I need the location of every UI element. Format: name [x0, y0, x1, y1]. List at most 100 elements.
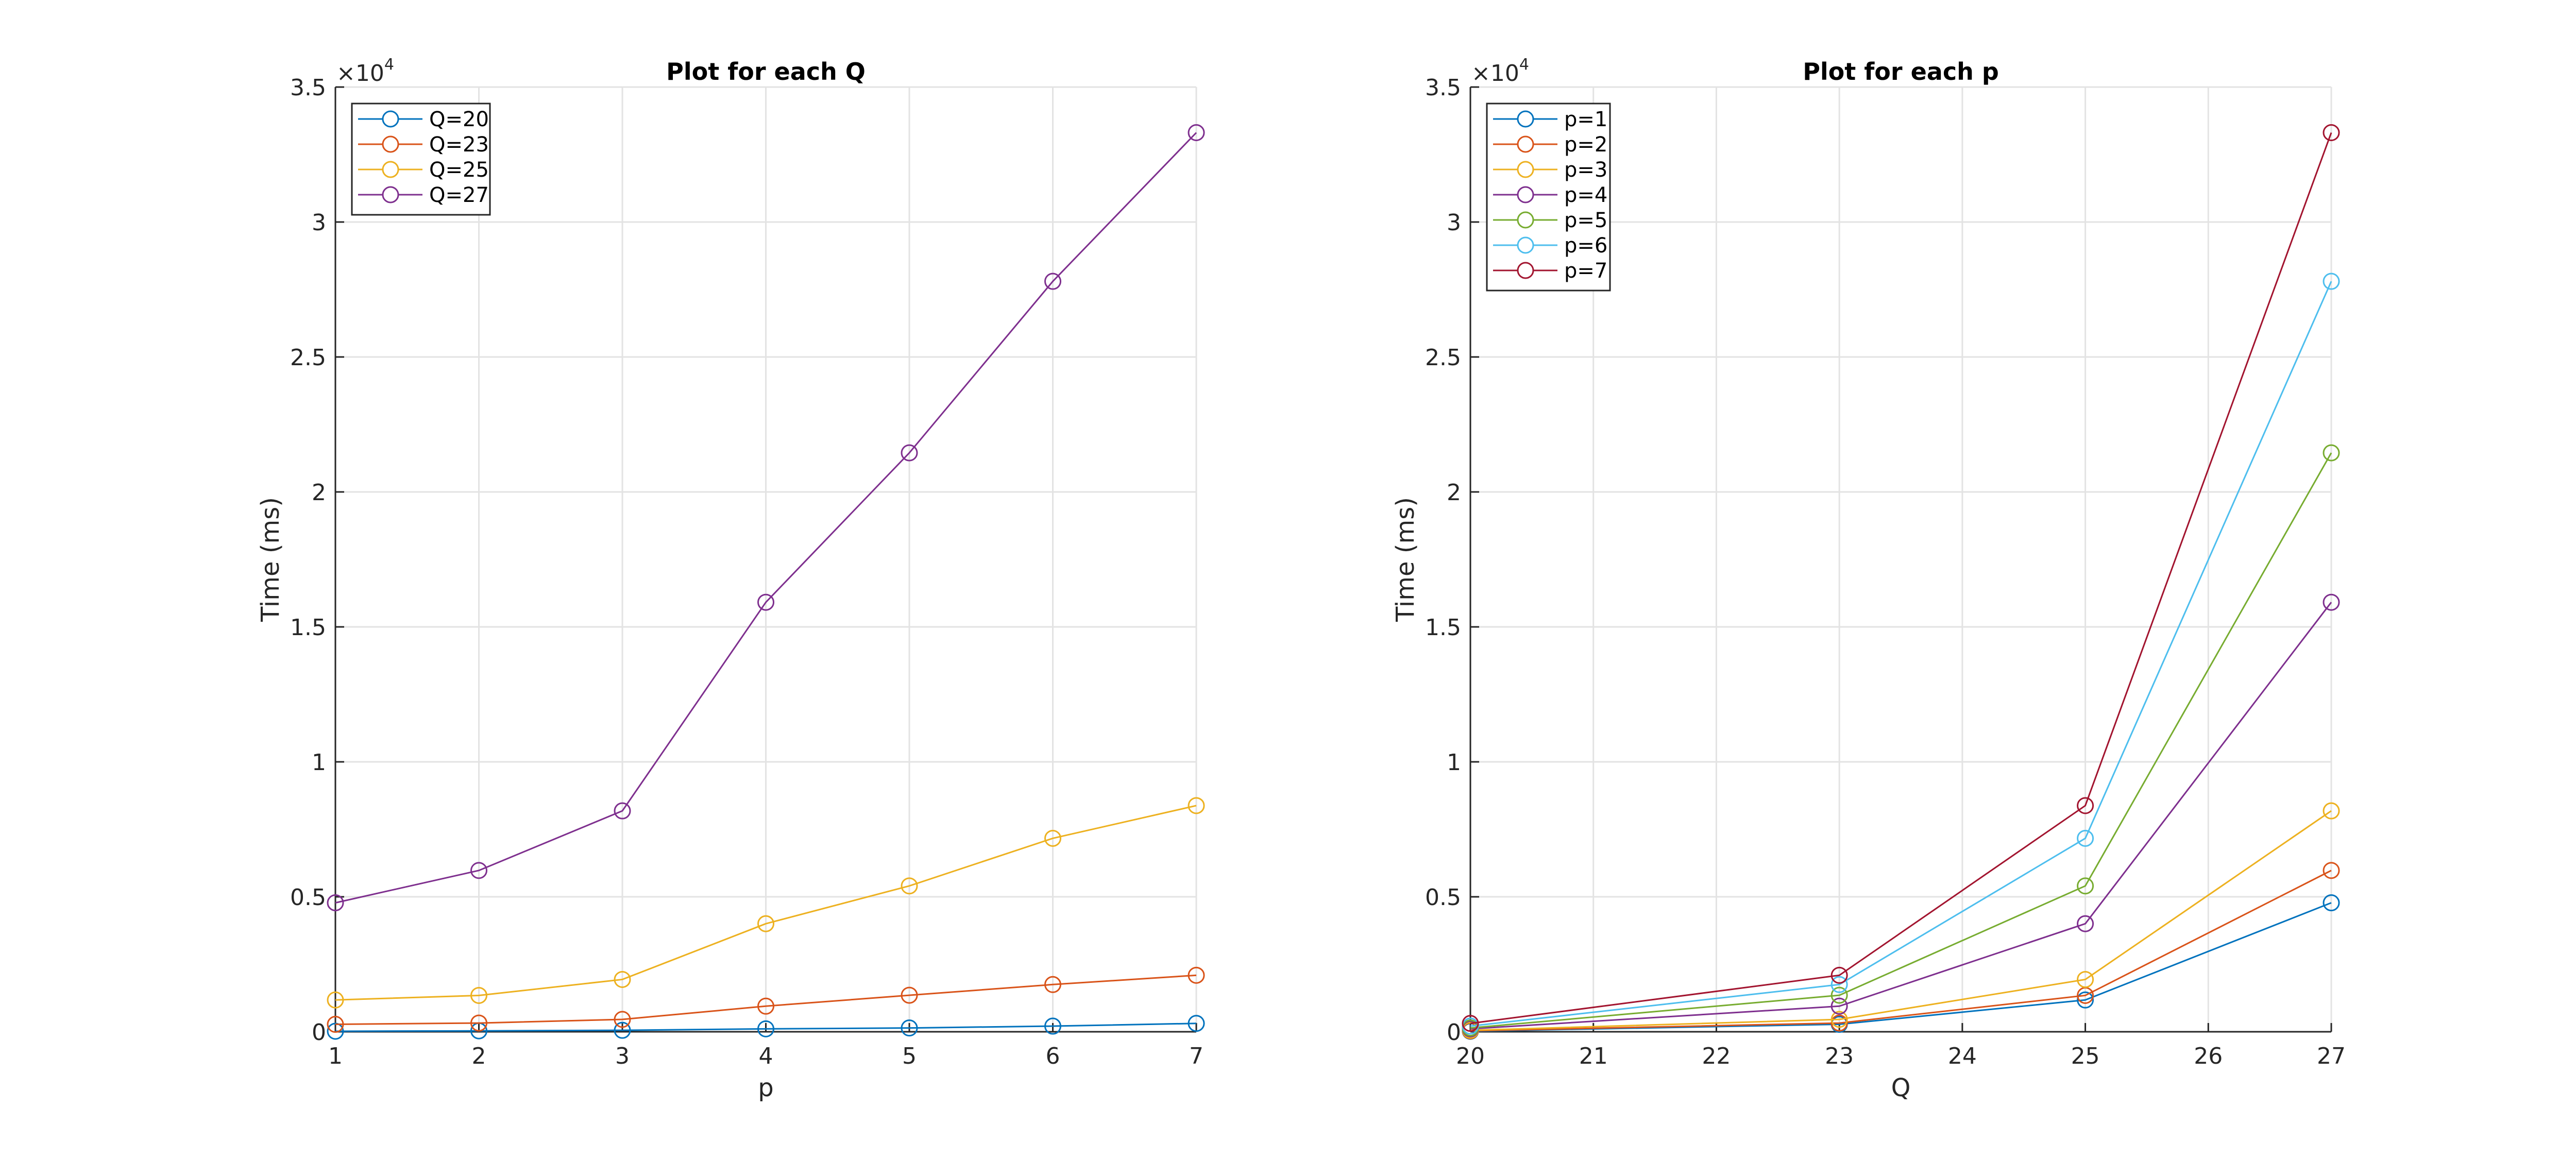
data-point: [1188, 124, 1205, 142]
legend-label: Q=23: [429, 133, 489, 157]
data-point: [901, 1019, 918, 1037]
data-point: [2323, 444, 2340, 462]
legend-item: Q=25: [358, 158, 489, 182]
plot-area: [1470, 87, 2331, 1032]
legend-item: p=7: [1493, 259, 1607, 283]
data-point: [2077, 970, 2094, 988]
legend: p=1p=2p=3p=4p=5p=6p=7: [1486, 103, 1611, 292]
data-point: [1831, 997, 1848, 1015]
y-tick-label: 3.5: [290, 75, 326, 101]
y-tick-label: 3: [312, 210, 326, 236]
chart-title: Plot for each Q: [666, 58, 866, 86]
data-point: [2323, 862, 2340, 879]
data-point: [757, 997, 774, 1015]
data-point: [614, 970, 631, 988]
x-tick-label: 20: [1456, 1043, 1485, 1069]
legend-item: Q=20: [358, 108, 489, 131]
x-tick-label: 5: [902, 1043, 917, 1069]
data-point: [2323, 124, 2340, 142]
legend-label: p=1: [1564, 108, 1607, 131]
data-point: [901, 444, 918, 462]
x-tick-label: 1: [328, 1043, 343, 1069]
y-tick-label: 2: [312, 480, 326, 506]
data-point: [2077, 915, 2094, 932]
data-point: [1831, 966, 1848, 984]
legend-item: p=6: [1493, 234, 1607, 258]
data-point: [470, 1014, 487, 1032]
data-point: [1044, 829, 1061, 847]
data-point: [2323, 272, 2340, 290]
y-tick-label: 0: [1447, 1019, 1461, 1046]
chart-title: Plot for each p: [1803, 58, 1999, 86]
y-tick-label: 2.5: [290, 345, 326, 371]
x-tick-label: 23: [1825, 1043, 1854, 1069]
series-p=5: [1462, 444, 2340, 1037]
data-point: [901, 877, 918, 895]
y-tick-label: 0.5: [1425, 884, 1461, 911]
y-tick-label: 2.5: [1425, 345, 1461, 371]
series-line: [1470, 132, 2332, 1025]
data-point: [614, 1021, 631, 1039]
data-point: [2323, 894, 2340, 912]
series-Q=27: [327, 124, 1205, 912]
y-tick-label: 1.5: [290, 615, 326, 641]
data-point: [470, 986, 487, 1004]
chart-1: 1 2 3 4 5 6 700.511.522.533.5×104 Plot for each…: [256, 56, 1205, 1102]
legend-item: p=3: [1493, 158, 1607, 182]
y-tick-label: 0: [312, 1019, 326, 1046]
data-point: [470, 862, 487, 879]
data-point: [2323, 593, 2340, 611]
y-tick-label: 1.5: [1425, 615, 1461, 641]
y-axis-label: Time (ms): [1391, 497, 1420, 622]
x-tick-label: 2: [472, 1043, 486, 1069]
legend-item: p=4: [1493, 183, 1607, 207]
data-point: [757, 1020, 774, 1037]
data-point: [2077, 797, 2094, 814]
y-tick-label: 1: [312, 749, 326, 776]
series-line: [1470, 902, 2332, 1032]
data-point: [1831, 976, 1848, 993]
data-point: [1462, 1015, 1479, 1032]
x-tick-label: 3: [615, 1043, 630, 1069]
y-axis-label: Time (ms): [256, 497, 285, 622]
legend-marker-icon: [1517, 186, 1534, 203]
x-tick-label: 26: [2194, 1043, 2223, 1069]
legend-marker-icon: [382, 161, 399, 178]
legend-item: Q=27: [358, 183, 489, 207]
series-line: [335, 132, 1197, 904]
legend-label: p=4: [1564, 183, 1607, 207]
data-point: [1044, 272, 1061, 290]
legend-item: p=2: [1493, 133, 1607, 157]
data-point: [1044, 1017, 1061, 1035]
x-axis-label: Q: [1891, 1073, 1911, 1102]
series-line: [335, 805, 1197, 1001]
x-tick-label: 4: [759, 1043, 773, 1069]
legend-item: p=5: [1493, 209, 1607, 232]
legend: Q=20Q=23Q=25Q=27: [351, 103, 491, 216]
x-tick-label: 21: [1579, 1043, 1608, 1069]
data-point: [1044, 976, 1061, 993]
legend-marker-icon: [382, 135, 399, 153]
x-tick-label: 27: [2317, 1043, 2346, 1069]
legend-marker-icon: [382, 110, 399, 128]
data-point: [2077, 877, 2094, 895]
x-tick-label: 25: [2071, 1043, 2100, 1069]
data-point: [1188, 966, 1205, 984]
data-point: [1831, 986, 1848, 1004]
data-point: [757, 593, 774, 611]
data-point: [2077, 991, 2094, 1009]
y-tick-label: 3: [1447, 210, 1461, 236]
series-line: [1470, 810, 2332, 1031]
series-Q=25: [327, 797, 1205, 1009]
y-tick-label: 2: [1447, 480, 1461, 506]
legend-label: p=6: [1564, 234, 1607, 258]
y-tick-label: 0.5: [290, 884, 326, 911]
data-point: [327, 1016, 344, 1033]
legend-label: Q=25: [429, 158, 489, 182]
legend-label: p=3: [1564, 158, 1607, 182]
y-tick-label: 1: [1447, 749, 1461, 776]
legend-label: p=7: [1564, 259, 1607, 283]
y-exponent-label: ×104: [1471, 56, 1529, 87]
legend-marker-icon: [1517, 161, 1534, 178]
